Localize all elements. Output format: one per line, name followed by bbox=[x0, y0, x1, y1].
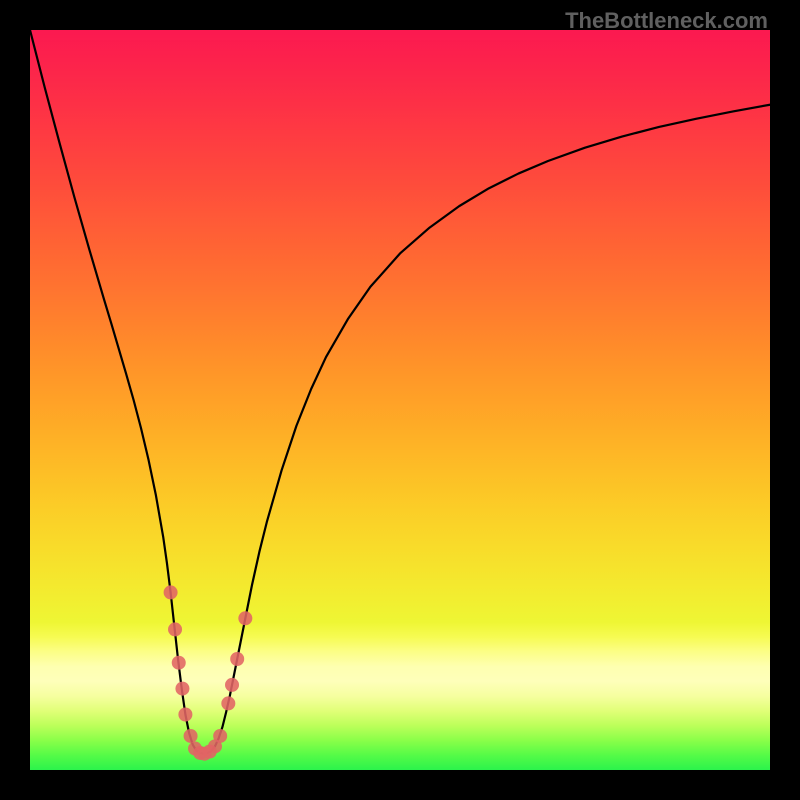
data-marker bbox=[225, 678, 239, 692]
data-marker bbox=[184, 729, 198, 743]
watermark-text: TheBottleneck.com bbox=[565, 8, 768, 34]
chart-frame: TheBottleneck.com bbox=[0, 0, 800, 800]
data-marker bbox=[168, 622, 182, 636]
data-marker bbox=[175, 682, 189, 696]
datapoint-markers bbox=[30, 30, 770, 770]
plot-area bbox=[30, 30, 770, 770]
data-marker bbox=[213, 729, 227, 743]
data-marker bbox=[238, 611, 252, 625]
data-marker bbox=[178, 708, 192, 722]
data-marker bbox=[230, 652, 244, 666]
data-marker bbox=[221, 696, 235, 710]
data-marker bbox=[164, 585, 178, 599]
data-marker bbox=[172, 656, 186, 670]
